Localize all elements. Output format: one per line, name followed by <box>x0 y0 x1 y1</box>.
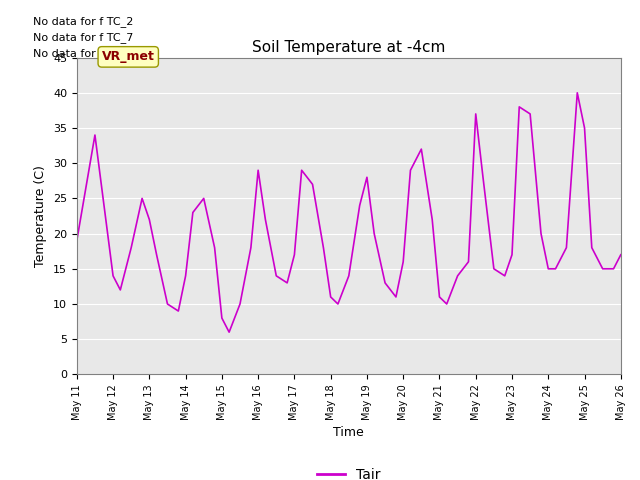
Text: No data for f TC_2: No data for f TC_2 <box>33 16 134 27</box>
Y-axis label: Temperature (C): Temperature (C) <box>35 165 47 267</box>
Text: VR_met: VR_met <box>102 50 155 63</box>
Text: No data for f TC_12: No data for f TC_12 <box>33 48 141 59</box>
Text: No data for f TC_7: No data for f TC_7 <box>33 32 134 43</box>
Title: Soil Temperature at -4cm: Soil Temperature at -4cm <box>252 40 445 55</box>
Legend: Tair: Tair <box>312 463 386 480</box>
X-axis label: Time: Time <box>333 426 364 439</box>
